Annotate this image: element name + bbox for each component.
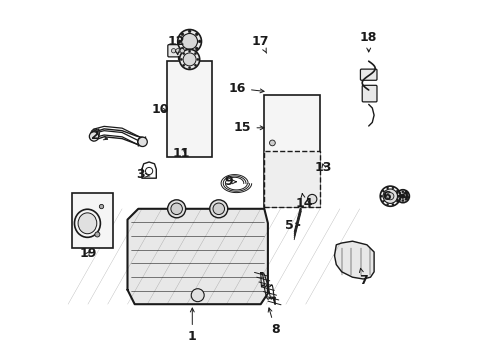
Circle shape <box>188 50 190 52</box>
Circle shape <box>209 200 227 218</box>
Circle shape <box>198 40 201 43</box>
Circle shape <box>391 187 393 189</box>
FancyBboxPatch shape <box>360 69 376 80</box>
Circle shape <box>404 192 406 194</box>
Circle shape <box>138 137 147 147</box>
Text: 10: 10 <box>151 103 168 116</box>
Circle shape <box>177 30 201 53</box>
Circle shape <box>396 190 408 203</box>
Circle shape <box>397 195 399 197</box>
Bar <box>167 61 212 157</box>
Circle shape <box>181 33 183 36</box>
Text: 15: 15 <box>233 121 264 134</box>
Circle shape <box>386 187 388 189</box>
FancyBboxPatch shape <box>362 85 376 102</box>
Circle shape <box>195 33 198 36</box>
Bar <box>72 193 113 248</box>
Circle shape <box>137 137 146 146</box>
Circle shape <box>188 67 190 69</box>
Circle shape <box>171 49 175 53</box>
Circle shape <box>188 30 191 33</box>
Circle shape <box>91 129 99 138</box>
Bar <box>264 151 320 207</box>
Circle shape <box>380 195 382 197</box>
Text: 7: 7 <box>358 268 367 287</box>
FancyBboxPatch shape <box>167 45 187 57</box>
Circle shape <box>175 49 180 53</box>
Circle shape <box>400 194 404 198</box>
Circle shape <box>401 199 403 202</box>
Circle shape <box>194 53 196 55</box>
Text: 17: 17 <box>251 35 269 53</box>
Circle shape <box>398 192 400 194</box>
FancyBboxPatch shape <box>177 84 202 96</box>
Circle shape <box>182 33 197 49</box>
Circle shape <box>213 203 224 215</box>
Ellipse shape <box>78 213 97 234</box>
Circle shape <box>191 289 204 302</box>
FancyBboxPatch shape <box>271 179 314 205</box>
Polygon shape <box>334 241 373 279</box>
Circle shape <box>386 203 388 206</box>
Circle shape <box>382 200 384 202</box>
Text: 8: 8 <box>267 308 279 336</box>
Text: 19: 19 <box>79 247 97 260</box>
Circle shape <box>183 53 184 55</box>
FancyBboxPatch shape <box>179 87 200 144</box>
Circle shape <box>179 49 199 69</box>
Bar <box>264 95 320 207</box>
Text: 2: 2 <box>91 129 107 141</box>
Text: 4: 4 <box>397 190 408 203</box>
Circle shape <box>99 204 103 209</box>
Circle shape <box>170 203 182 215</box>
Circle shape <box>382 190 384 192</box>
Circle shape <box>167 200 185 218</box>
FancyBboxPatch shape <box>266 148 278 194</box>
Text: 18: 18 <box>359 31 377 52</box>
Circle shape <box>395 200 398 202</box>
Circle shape <box>95 232 100 237</box>
Circle shape <box>406 195 407 197</box>
Text: 1: 1 <box>187 308 196 343</box>
Circle shape <box>178 40 181 43</box>
Text: 11: 11 <box>172 147 190 159</box>
Polygon shape <box>127 209 267 304</box>
Circle shape <box>188 50 191 53</box>
FancyBboxPatch shape <box>283 134 299 194</box>
Circle shape <box>181 47 183 50</box>
Circle shape <box>89 132 99 141</box>
Circle shape <box>194 64 196 66</box>
Circle shape <box>391 203 393 206</box>
Text: 13: 13 <box>314 161 332 174</box>
Text: 6: 6 <box>382 190 390 203</box>
Circle shape <box>397 195 399 197</box>
Circle shape <box>183 64 184 66</box>
Circle shape <box>395 190 398 192</box>
Circle shape <box>269 140 275 146</box>
Circle shape <box>183 53 196 66</box>
FancyBboxPatch shape <box>176 139 203 149</box>
Circle shape <box>386 193 393 200</box>
Text: 16: 16 <box>228 82 264 95</box>
Text: 14: 14 <box>295 194 312 210</box>
Text: 9: 9 <box>224 175 236 188</box>
Text: 5: 5 <box>285 219 299 231</box>
Text: 3: 3 <box>136 168 150 181</box>
Circle shape <box>404 198 406 200</box>
Circle shape <box>195 47 198 50</box>
Circle shape <box>398 198 400 200</box>
Circle shape <box>307 194 316 204</box>
Text: 12: 12 <box>167 35 184 55</box>
Circle shape <box>180 58 182 60</box>
Circle shape <box>196 58 199 60</box>
Circle shape <box>382 189 397 203</box>
Circle shape <box>180 49 184 53</box>
Circle shape <box>401 191 403 193</box>
